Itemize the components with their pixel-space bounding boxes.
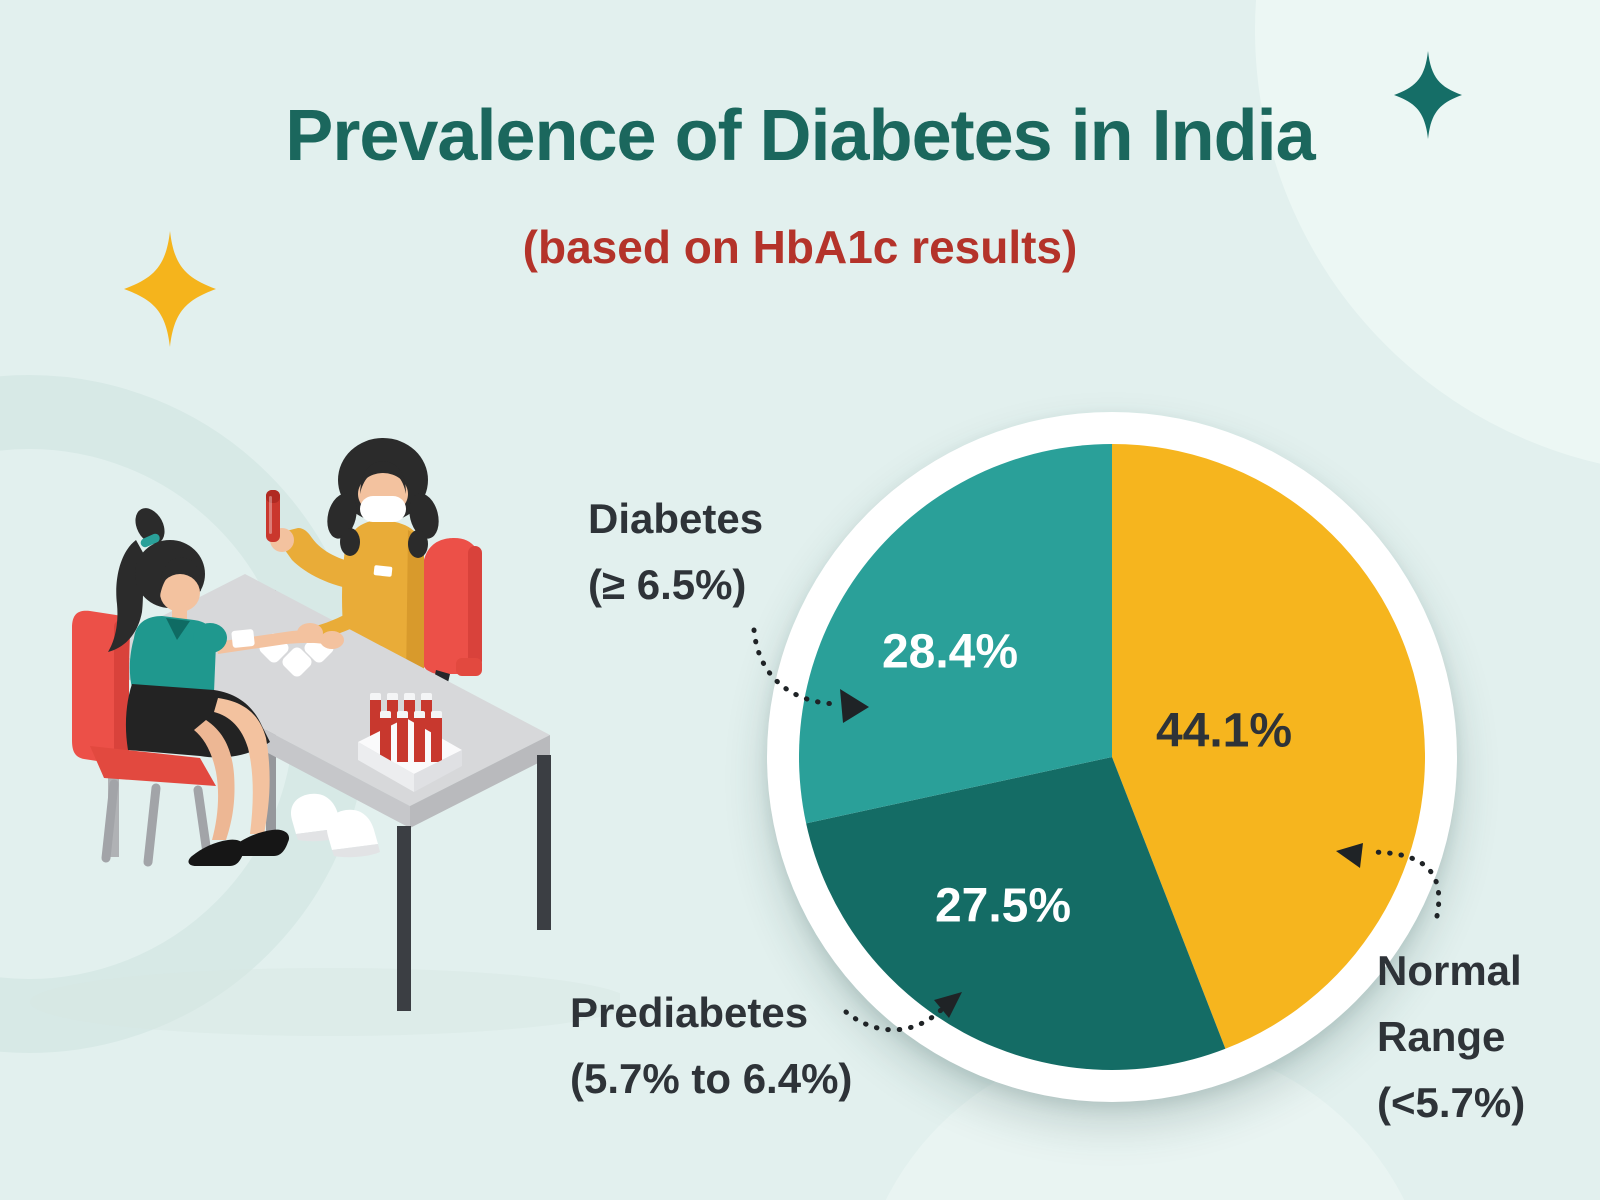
callout-line: (<5.7%) [1377,1079,1526,1126]
test-tubes-back-row [370,693,432,742]
name-badge [373,565,393,577]
callout-normal-range: Normal Range (<5.7%) [1377,938,1525,1136]
pie-value-label: 28.4% [881,625,1019,679]
callout-line: (≥ 6.5%) [588,561,747,608]
nurse-chair [418,538,482,728]
page-subtitle: (based on HbA1c results) [522,221,1078,273]
nurse-hair [327,438,439,558]
callout-line: (5.7% to 6.4%) [570,1055,853,1102]
pie-slice-prediabetes [806,757,1226,1070]
callout-line: Prediabetes [570,989,809,1036]
pie-slice-normal-range [1112,444,1425,1049]
pie-chart [767,412,1457,1102]
pie-slices [799,444,1425,1070]
callout-prediabetes: Prediabetes (5.7% to 6.4%) [570,980,852,1112]
table-right-leg [537,755,551,930]
callout-line: Normal [1377,947,1522,994]
nurse-face [358,473,408,515]
pie-value-label: 44.1% [1155,704,1293,758]
table-front-leg [397,826,411,1011]
callout-line: Range [1377,1013,1506,1060]
page-title: Prevalence of Diabetes in India [285,96,1315,176]
pie-slice-diabetes [799,444,1112,824]
callout-line: Diabetes [588,495,764,542]
pie-value-label: 27.5% [934,879,1072,933]
face-mask [360,496,406,522]
callout-diabetes: Diabetes (≥ 6.5%) [588,486,763,618]
background-ring [0,375,368,1053]
test-tube-rack [358,693,462,792]
test-tubes-front-row [380,711,442,762]
